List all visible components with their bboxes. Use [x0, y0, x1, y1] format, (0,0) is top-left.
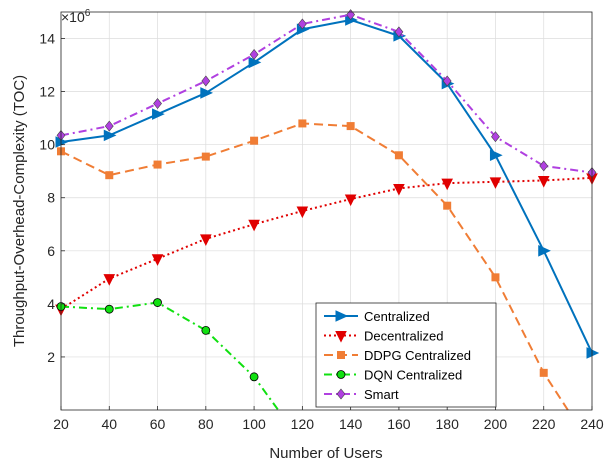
y-ticks: 2 4 6 8 10 12 14: [39, 31, 65, 365]
x-tick-label: 20: [53, 416, 69, 432]
data-point: [104, 304, 114, 314]
data-point: [153, 298, 162, 307]
data-point: [201, 325, 211, 335]
data-point: [441, 178, 453, 191]
data-point: [104, 120, 114, 132]
data-point: [443, 201, 452, 210]
legend-marker: [336, 388, 346, 400]
legend-marker: [335, 310, 349, 322]
y-axis-label: Throughput-Overhead-Complexity (TOC): [11, 75, 28, 347]
legend-label: Decentralized: [364, 329, 444, 344]
data-point: [539, 368, 548, 377]
data-point: [394, 151, 403, 160]
y-tick-label: 14: [39, 31, 55, 47]
legend-label: Centralized: [364, 309, 430, 324]
data-point: [491, 273, 500, 282]
legend-label: DQN Centralized: [364, 368, 462, 383]
data-point: [442, 75, 452, 87]
x-tick-label: 60: [150, 416, 166, 432]
data-point: [394, 26, 404, 38]
data-point: [298, 119, 307, 128]
data-point: [489, 177, 502, 189]
series-line: [60, 301, 280, 411]
data-point: [537, 175, 550, 188]
y-tick-label: 6: [47, 243, 55, 259]
data-point: [153, 160, 162, 169]
x-tick-label: 220: [532, 416, 556, 432]
x-tick-label: 180: [436, 416, 460, 432]
data-point: [538, 245, 551, 257]
x-tick-label: 160: [387, 416, 411, 432]
series-layer: [55, 9, 600, 411]
x-tick-label: 80: [198, 416, 214, 432]
data-point: [296, 206, 309, 219]
data-point: [201, 152, 210, 161]
y-tick-label: 10: [39, 137, 55, 153]
legend-marker: [336, 370, 346, 379]
x-tick-label: 240: [580, 416, 604, 432]
x-ticks: 20 40 60 80 100 120 140 160 180 200 220 240: [53, 406, 604, 432]
data-point: [152, 108, 165, 120]
data-point: [103, 274, 116, 286]
data-point: [153, 98, 162, 110]
x-tick-label: 40: [101, 416, 117, 432]
y-exponent: 6: [85, 8, 91, 19]
data-point: [248, 56, 262, 69]
y-tick-label: 4: [47, 296, 55, 312]
data-point: [200, 87, 214, 99]
x-tick-label: 120: [291, 416, 315, 432]
data-point: [344, 194, 357, 207]
data-point: [249, 372, 259, 382]
y-multiplier: ×106: [61, 8, 91, 25]
data-point: [393, 183, 405, 196]
data-point: [151, 254, 164, 266]
y-tick-label: 2: [47, 349, 55, 365]
data-point: [248, 219, 260, 232]
x-axis-label: Number of Users: [269, 445, 382, 462]
series-line: [60, 122, 569, 411]
data-point: [250, 136, 259, 145]
legend-marker: [337, 351, 345, 359]
y-tick-label: 12: [39, 84, 55, 100]
series-4: [56, 298, 280, 411]
legend: Centralized Decentralized DDPG Centralized…: [315, 302, 497, 408]
data-point: [346, 122, 355, 131]
plot-frame: [60, 11, 593, 411]
data-point: [103, 129, 117, 142]
legend-marker: [335, 331, 347, 343]
x-tick-label: 200: [484, 416, 508, 432]
series-line: [60, 18, 593, 354]
legend-label: DDPG Centralized: [364, 348, 471, 363]
data-point: [201, 75, 211, 87]
data-point: [539, 160, 549, 172]
data-point: [249, 48, 259, 60]
data-point: [200, 234, 212, 246]
x-tick-label: 140: [339, 416, 363, 432]
data-point: [491, 131, 500, 143]
x-tick-label: 100: [242, 416, 266, 432]
series-line: [60, 13, 593, 174]
legend-label: Smart: [364, 387, 399, 402]
data-point: [297, 18, 307, 30]
data-point: [489, 149, 503, 162]
data-point: [586, 347, 600, 359]
data-point: [105, 171, 114, 180]
series-line: [60, 176, 593, 311]
y-tick-label: 8: [47, 190, 55, 206]
